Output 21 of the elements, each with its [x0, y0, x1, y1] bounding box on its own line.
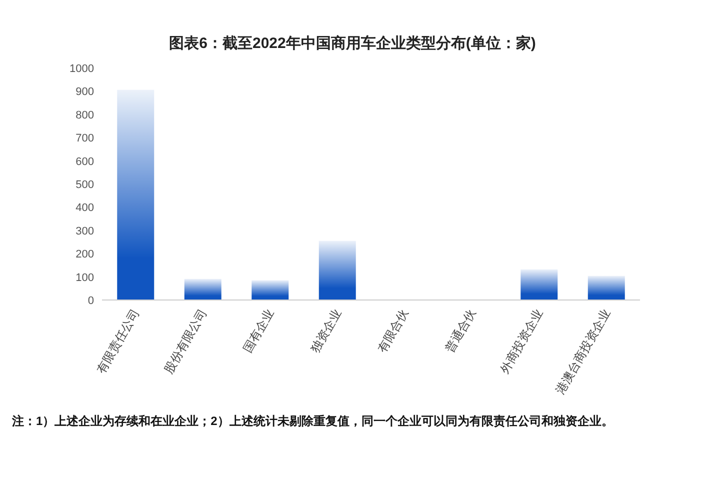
x-tick-label: 独资企业 [308, 306, 344, 356]
x-tick-label: 有限责任公司 [94, 306, 142, 376]
y-tick-label: 800 [76, 109, 94, 122]
y-tick-label: 700 [76, 132, 94, 145]
x-tick-label: 股份有限公司 [161, 306, 210, 376]
chart-title: 图表6：截至2022年中国商用车企业类型分布(单位：家) [169, 34, 536, 52]
y-tick-label: 1000 [70, 63, 94, 75]
y-tick-label: 900 [76, 86, 94, 98]
y-tick-label: 500 [76, 179, 94, 191]
x-tick-label: 有限合伙 [375, 306, 412, 356]
y-tick-label: 200 [76, 248, 94, 261]
y-tick-label: 100 [76, 272, 94, 284]
y-tick-label: 300 [76, 225, 94, 238]
y-tick-label: 0 [88, 295, 94, 307]
y-tick-label: 600 [76, 156, 94, 168]
x-tick-label: 港澳台商投资企业 [552, 306, 613, 397]
text: 注：1）上述企业为存续和在业企业；2）上述统计未剔除重复值，同一个企业可以同为有限责任公司和独资企业。 [11, 414, 614, 428]
x-tick-label: 外商投资企业 [498, 306, 546, 376]
x-tick-label: 普通合伙 [442, 306, 478, 356]
x-tick-label: 国有企业 [240, 306, 277, 356]
y-tick-label: 400 [76, 202, 94, 214]
